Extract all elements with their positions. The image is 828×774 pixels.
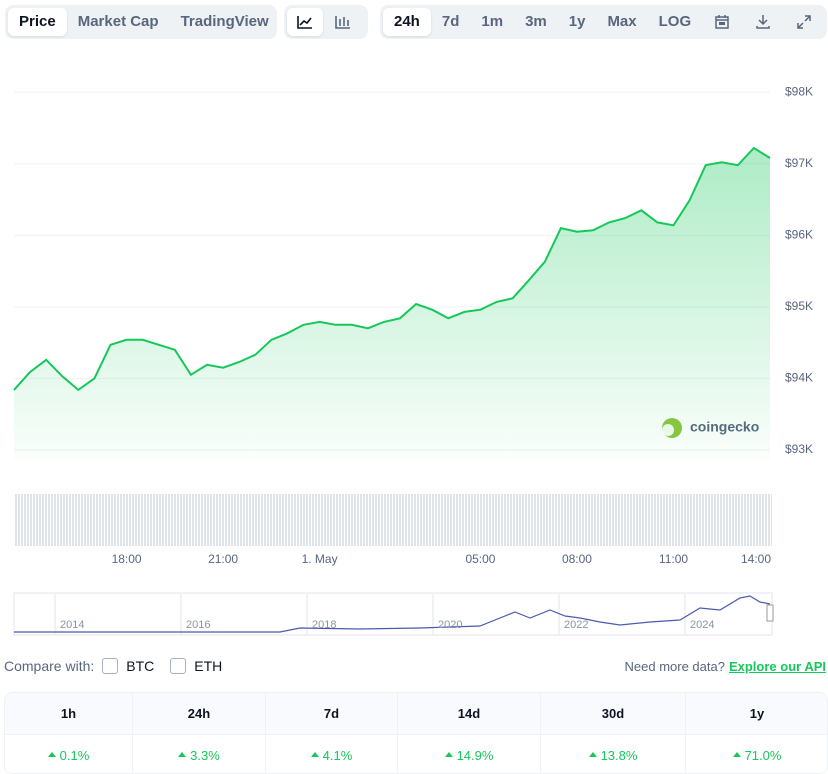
- fullscreen-button[interactable]: [783, 8, 824, 36]
- y-tick-label: $95K: [785, 299, 813, 313]
- x-tick-label: 21:00: [208, 552, 238, 566]
- compare-option: BTC: [126, 658, 155, 674]
- table-header: 14d: [398, 693, 541, 734]
- checkbox[interactable]: [102, 658, 119, 674]
- candle-chart-button[interactable]: [323, 8, 363, 36]
- range-button[interactable]: 7d: [441, 13, 460, 30]
- range-group: 24h 7d 1m 3m 1y Max LOG: [380, 5, 827, 39]
- range-button[interactable]: 3m: [525, 13, 547, 30]
- volume-bars: [14, 494, 772, 546]
- table-header: 24h: [133, 693, 266, 734]
- navigator-label: 2020: [438, 619, 462, 631]
- y-tick-label: $96K: [785, 227, 813, 241]
- table-header: 7d: [266, 693, 398, 734]
- navigator-label: 2022: [564, 619, 588, 631]
- compare-options: BTC ETH: [102, 658, 222, 674]
- calendar-button[interactable]: [702, 8, 743, 36]
- x-tick-label: 08:00: [562, 552, 592, 566]
- range-button[interactable]: Max: [607, 13, 637, 30]
- tab[interactable]: TradingView: [180, 13, 269, 30]
- compare-bar: Compare with: BTC ETH Need more data? Exp…: [4, 655, 826, 677]
- range-button[interactable]: 1m: [481, 13, 504, 30]
- navigator-label: 2024: [690, 619, 714, 631]
- api-link[interactable]: Explore our API: [728, 658, 826, 674]
- table-header: 1h: [5, 693, 133, 734]
- table-cell: 3.3%: [133, 734, 266, 773]
- tab-group: Price Market Cap TradingView: [5, 5, 277, 39]
- x-tick-label: 18:00: [112, 552, 142, 566]
- y-tick-label: $94K: [785, 371, 813, 385]
- range-button[interactable]: 1y: [568, 13, 586, 30]
- checkbox[interactable]: [170, 658, 187, 674]
- table-header: 1y: [686, 693, 827, 734]
- x-tick-label: 14:00: [741, 552, 771, 566]
- x-tick-label: 05:00: [465, 552, 495, 566]
- line-chart-button[interactable]: [287, 8, 323, 36]
- tab[interactable]: Price: [8, 8, 67, 36]
- compare-option: ETH: [194, 658, 223, 674]
- table-cell: 0.1%: [5, 734, 133, 773]
- compare-label: Compare with:: [4, 658, 95, 674]
- table-cell: 71.0%: [686, 734, 827, 773]
- tab[interactable]: Market Cap: [77, 13, 159, 30]
- change-table: 1h 24h 7d 14d 30d 1y 0.1% 3.3% 4.1% 14.9% 13.8% 71.…: [4, 692, 828, 774]
- x-tick-label: 1. May: [302, 552, 338, 566]
- y-tick-label: $97K: [785, 156, 813, 170]
- area: [14, 148, 770, 460]
- price-line: [13, 146, 771, 392]
- x-tick-label: 11:00: [659, 552, 688, 566]
- navigator-label: 2018: [312, 619, 336, 631]
- table-cell: 14.9%: [398, 734, 541, 773]
- note: Need more data?: [624, 658, 725, 674]
- navigator-label: 2014: [60, 619, 84, 631]
- y-tick-label: $93K: [785, 442, 813, 456]
- table-cell: 4.1%: [266, 734, 398, 773]
- download-button[interactable]: [743, 8, 784, 36]
- navigator-handle[interactable]: [766, 604, 774, 622]
- navigator-line: [14, 595, 771, 633]
- range-button[interactable]: 24h: [383, 8, 431, 36]
- navigator-grid: [54, 594, 686, 635]
- navigator-label: 2016: [186, 619, 210, 631]
- table-header: 30d: [541, 693, 686, 734]
- y-tick-label: $98K: [785, 84, 813, 98]
- range-button[interactable]: LOG: [658, 13, 692, 30]
- chart: coingecko $93K$94K$95K$96K$97K$98K18:002…: [13, 84, 813, 636]
- chart-kind-group: [284, 5, 368, 39]
- table-cell: 13.8%: [541, 734, 686, 773]
